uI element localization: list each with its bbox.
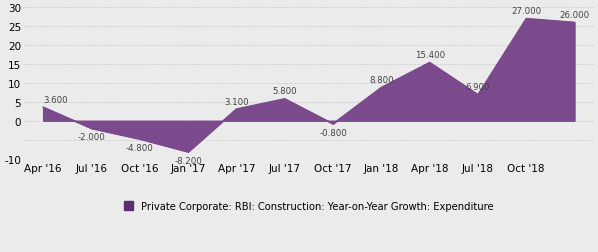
Text: -4.800: -4.800 xyxy=(126,143,154,152)
Text: 15.400: 15.400 xyxy=(414,51,445,60)
Text: -0.800: -0.800 xyxy=(319,129,347,137)
Text: -8.200: -8.200 xyxy=(174,156,202,165)
Text: 8.800: 8.800 xyxy=(369,76,393,85)
Text: 3.100: 3.100 xyxy=(224,97,249,106)
Text: 5.800: 5.800 xyxy=(272,87,297,96)
Text: 3.600: 3.600 xyxy=(43,95,68,104)
Text: -2.000: -2.000 xyxy=(78,133,105,142)
Legend: Private Corporate: RBI: Construction: Year-on-Year Growth: Expenditure: Private Corporate: RBI: Construction: Ye… xyxy=(124,201,493,211)
Text: 26.000: 26.000 xyxy=(560,11,590,20)
Text: 6.900: 6.900 xyxy=(466,83,490,92)
Text: 27.000: 27.000 xyxy=(511,7,541,16)
